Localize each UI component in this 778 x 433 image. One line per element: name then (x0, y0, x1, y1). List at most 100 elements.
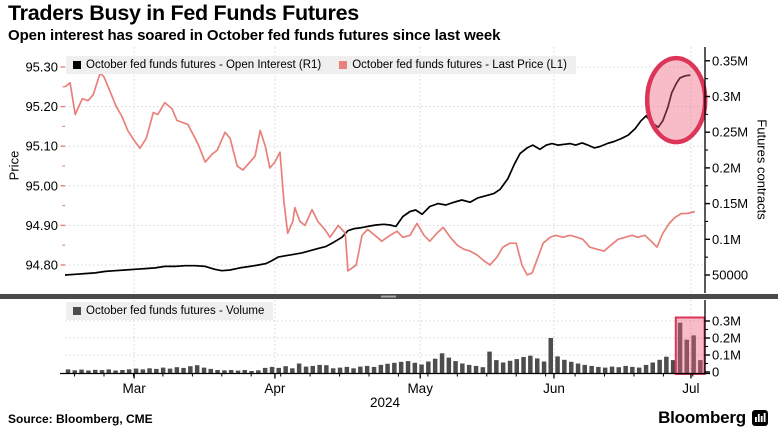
price-tick-label: 95.30 (25, 60, 58, 75)
volume-bar (507, 360, 513, 373)
volume-bar (398, 361, 404, 373)
volume-bar (140, 369, 146, 373)
volume-bar (453, 361, 458, 373)
volume-bar (528, 355, 533, 373)
legend-swatch-icon (73, 307, 81, 315)
volume-bar (616, 367, 621, 373)
volume-bar (276, 367, 281, 373)
legend-volume: October fed funds futures - Volume (66, 302, 274, 320)
contracts-tick-label: 0.25M (712, 125, 748, 140)
volume-bar (446, 357, 452, 373)
volume-tick-label: 0.2M (712, 331, 741, 346)
volume-bar (426, 361, 431, 373)
volume-bar (630, 366, 635, 373)
volume-bar (174, 367, 180, 373)
price-tick-label: 94.90 (25, 218, 58, 233)
volume-bar (290, 368, 295, 373)
volume-bar (106, 369, 111, 373)
volume-bar (677, 322, 683, 373)
legend-entry[interactable]: October fed funds futures - Last Price (… (339, 59, 567, 71)
legend-swatch-icon (339, 61, 348, 69)
volume-bar (167, 368, 173, 373)
volume-bar (521, 357, 526, 373)
volume-bar (609, 366, 615, 373)
volume-bar (562, 359, 567, 373)
volume-bar (249, 371, 254, 373)
volume-bar (432, 358, 438, 373)
legend-entry[interactable]: October fed funds futures - Volume (73, 305, 264, 317)
volume-bar (147, 368, 152, 373)
volume-bar (86, 370, 91, 373)
volume-bar (589, 365, 594, 373)
volume-bar (303, 366, 309, 373)
volume-bar (691, 335, 696, 373)
volume-bar (330, 368, 336, 373)
volume-bar (358, 366, 363, 373)
price-tick-label: 94.80 (25, 258, 58, 273)
legend-label: October fed funds futures - Last Price (… (352, 59, 568, 71)
volume-bar (405, 361, 411, 373)
volume-bar (412, 362, 418, 373)
volume-bar (535, 358, 540, 373)
volume-bar (494, 360, 499, 373)
legend-entry[interactable]: October fed funds futures - Open Interes… (73, 59, 321, 71)
volume-bar (643, 364, 649, 373)
spike-highlight-ellipse (644, 55, 708, 145)
volume-bar (317, 364, 322, 373)
volume-bar (500, 362, 506, 373)
volume-bar (623, 365, 628, 373)
volume-bar (160, 367, 166, 373)
volume-bar (480, 367, 486, 373)
volume-bar (262, 367, 268, 373)
volume-bar (636, 367, 642, 373)
volume-bar (215, 370, 220, 373)
volume-bar (575, 363, 581, 373)
volume-bar (439, 353, 445, 373)
volume-bar (344, 366, 350, 373)
volume-bar (283, 366, 288, 373)
legend-main: October fed funds futures - Open Interes… (66, 56, 577, 74)
volume-highlight-box (674, 316, 706, 375)
contracts-tick-label: 0.35M (712, 53, 748, 68)
volume-bar (670, 360, 676, 373)
volume-bar (181, 367, 186, 373)
volume-bar (548, 338, 553, 373)
volume-bar (657, 359, 662, 373)
volume-bar (113, 370, 118, 373)
left-axis-title: Price (6, 150, 22, 181)
bloomberg-mark-icon (752, 410, 768, 426)
volume-bar (582, 364, 587, 373)
volume-bar (188, 366, 193, 373)
legend-swatch-icon (73, 61, 81, 69)
volume-bar (296, 363, 302, 373)
month-label: Jun (543, 381, 565, 396)
volume-bar (337, 367, 343, 373)
right-axis-title: Futures contracts (754, 119, 770, 220)
volume-bar (650, 362, 655, 373)
series-last-price (64, 72, 696, 276)
volume-bar (466, 364, 472, 373)
volume-bar (541, 361, 547, 373)
contracts-tick-label: 50000 (712, 268, 748, 283)
volume-bar (487, 351, 492, 373)
volume-bar (324, 365, 329, 373)
volume-bar (126, 369, 132, 373)
volume-bar (385, 363, 390, 373)
volume-bar (201, 367, 207, 373)
contracts-tick-label: 0.15M (712, 196, 748, 211)
volume-tick-label: 0 (712, 365, 719, 380)
volume-bar (664, 356, 669, 373)
volume-tick-label: 0.1M (712, 348, 741, 363)
volume-bar (684, 339, 689, 373)
month-label: Jul (682, 381, 699, 396)
price-tick-label: 95.20 (25, 99, 58, 114)
month-label: May (407, 381, 433, 396)
volume-bar (596, 366, 601, 373)
volume-bar (65, 369, 71, 373)
volume-bar (235, 370, 241, 373)
legend-label: October fed funds futures - Volume (86, 305, 265, 317)
page-subtitle: Open interest has soared in October fed … (8, 27, 501, 44)
volume-bar (269, 366, 275, 373)
volume-bar (569, 361, 574, 373)
